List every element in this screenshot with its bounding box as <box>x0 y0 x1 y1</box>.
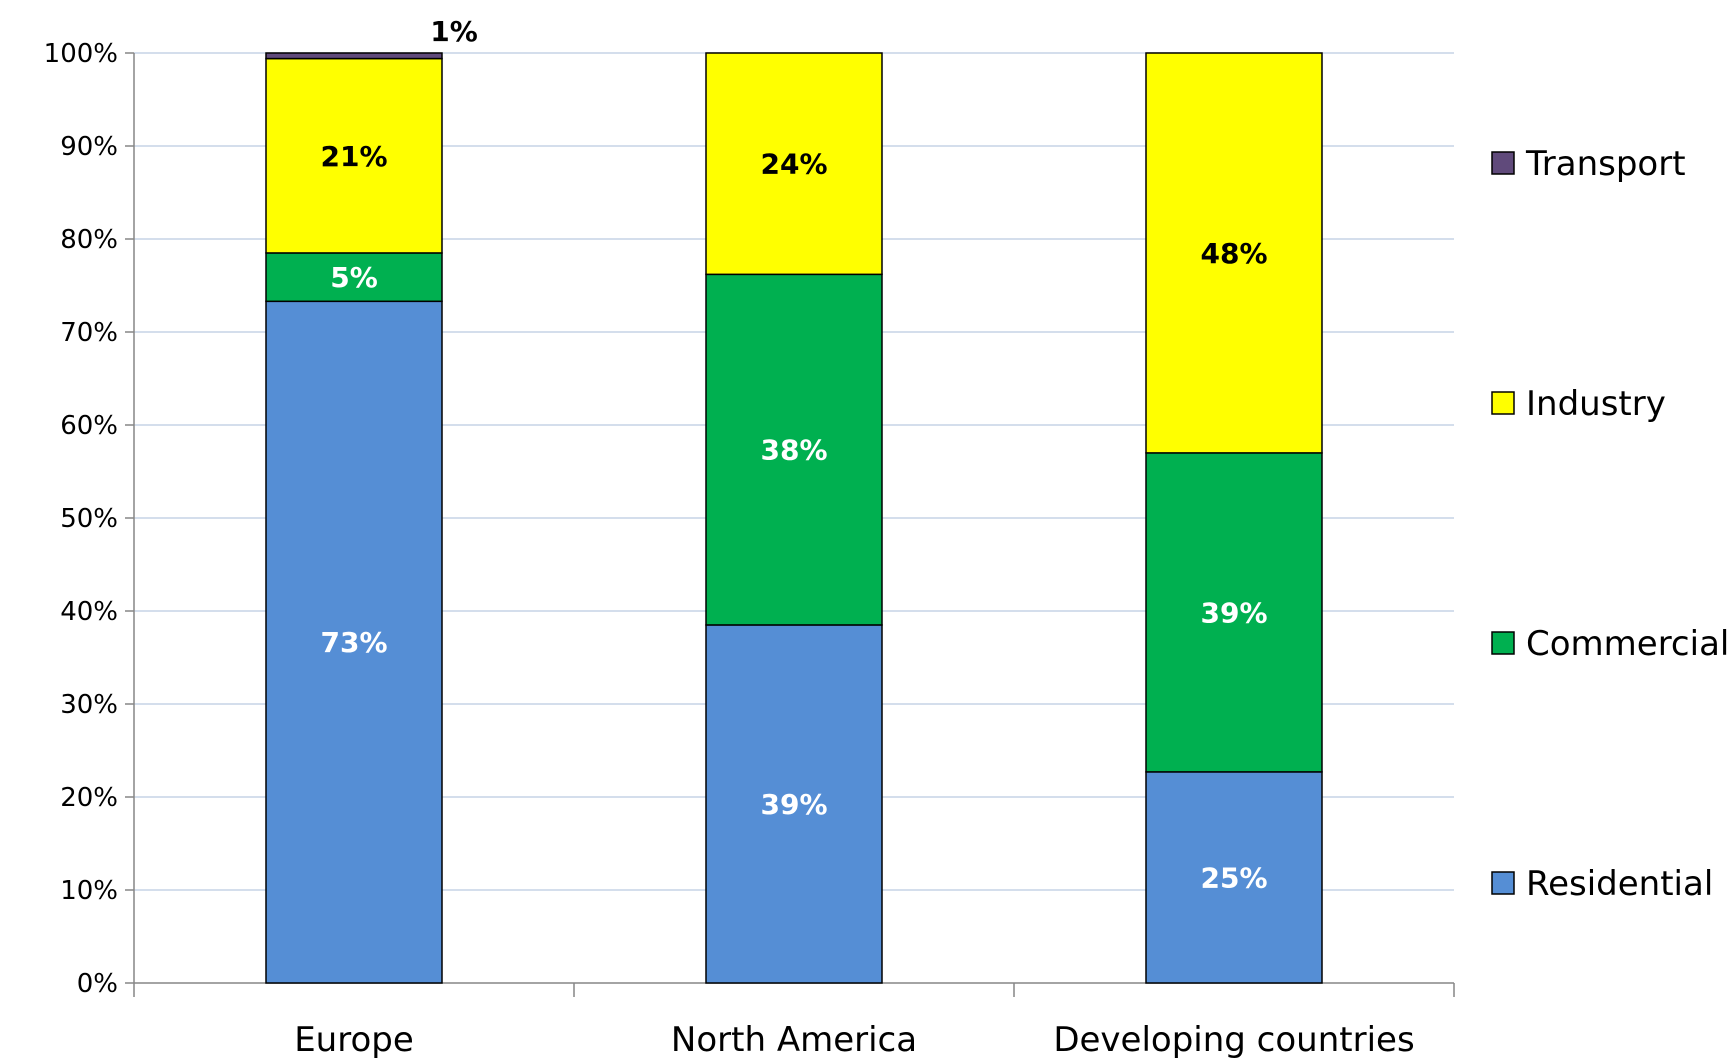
bar-segment-europe-transport <box>265 52 443 60</box>
y-tick-label: 100% <box>44 39 118 69</box>
y-tick-label: 60% <box>60 411 118 441</box>
bar-segment-north-america-industry <box>705 52 883 276</box>
data-label-europe-commercial: 5% <box>330 261 378 294</box>
y-tick-label: 40% <box>60 597 118 627</box>
data-labels: 73% 5% 21% 1% 39% 38% 24% 25% 39% 48% <box>320 15 1267 894</box>
bar-segment-north-america-commercial <box>705 273 883 626</box>
y-tick-label: 70% <box>60 318 118 348</box>
legend-swatch-residential <box>1491 871 1515 895</box>
legend-swatch-industry <box>1491 391 1515 415</box>
x-category-label-developing-countries: Developing countries <box>1053 1020 1414 1058</box>
data-label-north-america-residential: 39% <box>760 788 827 821</box>
data-label-developing-countries-commercial: 39% <box>1200 596 1267 629</box>
bar-segment-europe-industry <box>265 57 443 254</box>
y-tick-label: 10% <box>60 876 118 906</box>
data-label-europe-residential: 73% <box>320 626 387 659</box>
legend: Transport Industry Commercial Residential <box>1491 144 1729 904</box>
y-tick-label: 20% <box>60 783 118 813</box>
legend-label-commercial: Commercial <box>1526 624 1729 664</box>
bar-segment-north-america-residential <box>705 624 883 984</box>
legend-swatch-commercial <box>1491 631 1515 655</box>
y-tick-label: 30% <box>60 690 118 720</box>
axes: 0% 10% 20% 30% 40% 50% 60% 70% 80% 90% 100% Europe N… <box>44 39 1455 1058</box>
data-label-developing-countries-residential: 25% <box>1200 861 1267 894</box>
bar-segment-developing-countries-industry <box>1145 52 1323 454</box>
x-category-label-north-america: North America <box>671 1020 917 1058</box>
y-tick-label: 90% <box>60 132 118 162</box>
data-label-developing-countries-industry: 48% <box>1200 237 1267 270</box>
bar-segment-europe-residential <box>265 300 443 984</box>
data-label-north-america-industry: 24% <box>760 148 827 181</box>
data-label-north-america-commercial: 38% <box>760 434 827 467</box>
legend-label-industry: Industry <box>1526 384 1666 424</box>
y-tick-label: 80% <box>60 225 118 255</box>
data-label-europe-industry: 21% <box>320 140 387 173</box>
legend-label-residential: Residential <box>1526 864 1713 904</box>
x-category-label-europe: Europe <box>294 1020 414 1058</box>
data-label-europe-transport: 1% <box>430 15 478 48</box>
legend-label-transport: Transport <box>1525 144 1686 184</box>
bar-segment-developing-countries-residential <box>1145 771 1323 984</box>
y-tick-label: 0% <box>77 969 118 999</box>
y-tick-label: 50% <box>60 504 118 534</box>
legend-swatch-transport <box>1491 151 1515 175</box>
bar-segment-europe-commercial <box>265 252 443 303</box>
bars <box>265 52 1323 984</box>
